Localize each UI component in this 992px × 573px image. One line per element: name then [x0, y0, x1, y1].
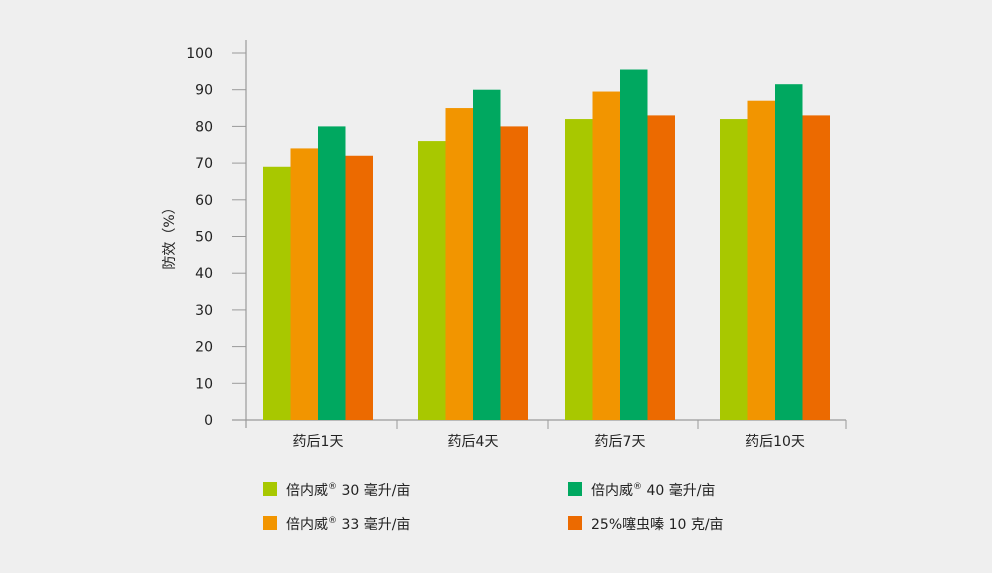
bar-3-3 — [620, 69, 648, 420]
legend-swatch — [568, 482, 582, 496]
category-labels: 药后1天 药后4天 药后7天 药后10天 — [293, 434, 805, 450]
bar-4-2 — [500, 126, 528, 421]
bar-4-1 — [345, 155, 373, 420]
legend-label: 倍内威® 33 毫升/亩 — [286, 516, 410, 533]
y-tick-label: 100 — [186, 46, 213, 62]
y-axis-label: 防效（%） — [162, 200, 178, 269]
legend-swatch — [263, 482, 277, 496]
legend-swatch — [263, 516, 277, 530]
x-category-label: 药后7天 — [595, 434, 646, 450]
bar-1-1 — [263, 166, 291, 420]
y-tick-label: 0 — [204, 413, 213, 429]
axes: 0 10 20 30 40 50 60 70 80 90 100 — [186, 40, 847, 429]
x-category-label: 药后1天 — [293, 434, 344, 450]
y-tick-label: 90 — [195, 83, 213, 99]
bar-3-2 — [473, 89, 501, 420]
y-tick-label: 20 — [195, 340, 213, 356]
bar-1-3 — [565, 119, 593, 420]
y-tick-label: 30 — [195, 303, 213, 319]
bar-3-1 — [318, 126, 346, 421]
bars — [263, 69, 830, 421]
y-tick-label: 80 — [195, 119, 213, 135]
bar-1-2 — [418, 141, 446, 420]
y-tick-label: 50 — [195, 230, 213, 246]
x-category-label: 药后4天 — [448, 434, 499, 450]
bar-1-4 — [720, 119, 748, 420]
bar-2-1 — [290, 148, 318, 421]
bar-4-3 — [647, 115, 675, 420]
legend-label: 倍内威® 40 毫升/亩 — [591, 482, 715, 499]
legend-label: 25%噻虫嗪 10 克/亩 — [591, 516, 724, 533]
bar-2-2 — [445, 108, 473, 421]
y-tick-label: 10 — [195, 376, 213, 392]
bar-2-3 — [592, 91, 620, 420]
legend-swatch — [568, 516, 582, 530]
bar-3-4 — [775, 84, 803, 420]
y-tick-label: 70 — [195, 156, 213, 172]
bar-2-4 — [747, 100, 775, 421]
y-tick-label: 60 — [195, 193, 213, 209]
y-tick-label: 40 — [195, 266, 213, 282]
legend-label: 倍内威® 30 毫升/亩 — [286, 482, 410, 499]
x-category-label: 药后10天 — [745, 434, 805, 450]
bar-4-4 — [802, 115, 830, 420]
